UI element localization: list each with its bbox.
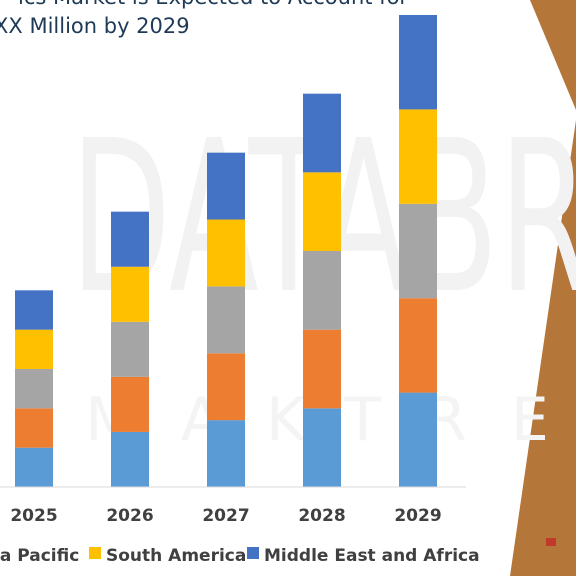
bar-2029-series-0 (399, 392, 437, 487)
legend-swatch-middle-east-africa (247, 547, 259, 559)
bar-2029-series-4 (399, 15, 437, 110)
bar-2025-series-2 (15, 369, 53, 409)
legend-swatch-south-america (89, 547, 101, 559)
bar-2028-series-4 (303, 93, 341, 173)
legend-label-middle-east-africa: Middle East and Africa (264, 546, 480, 566)
chart-title-line-1: ics Market is Expected to Account for (18, 0, 408, 9)
bar-2028-series-1 (303, 329, 341, 409)
bar-2026-series-4 (111, 211, 149, 267)
x-tick-label-2025: 2025 (10, 506, 57, 526)
legend: ia Pacific South America Middle East and… (0, 546, 480, 566)
decorative-brown-wedge-lower (510, 120, 576, 576)
decorative-marker (546, 538, 556, 546)
bar-2026-series-2 (111, 321, 149, 377)
bar-2028-series-3 (303, 172, 341, 251)
bar-2025-series-0 (15, 447, 53, 487)
bar-2025-series-4 (15, 290, 53, 330)
bar-2027-series-4 (207, 152, 245, 220)
bar-2029-series-2 (399, 203, 437, 299)
x-tick-label-2026: 2026 (106, 506, 153, 526)
legend-label-south-america: South America (106, 546, 246, 566)
bar-2028-series-2 (303, 251, 341, 330)
bar-2025-series-1 (15, 408, 53, 448)
bar-2027-series-3 (207, 219, 245, 287)
bar-stacks (15, 15, 437, 487)
bar-2029-series-1 (399, 298, 437, 393)
decorative-brown-wedge (530, 0, 576, 110)
legend-label-asia-pacific: ia Pacific (0, 546, 79, 566)
bar-2029-series-3 (399, 109, 437, 204)
x-tick-labels: 2025 2026 2027 2028 2029 (10, 506, 441, 526)
bar-2027-series-1 (207, 353, 245, 421)
x-tick-label-2028: 2028 (298, 506, 345, 526)
bar-2027-series-2 (207, 286, 245, 354)
bar-2026-series-0 (111, 431, 149, 487)
x-tick-label-2029: 2029 (394, 506, 441, 526)
bar-2026-series-1 (111, 376, 149, 432)
bar-2027-series-0 (207, 420, 245, 487)
chart-title-line-2: XX Million by 2029 (0, 14, 190, 38)
bar-2028-series-0 (303, 408, 341, 487)
bar-2025-series-3 (15, 329, 53, 369)
bar-2026-series-3 (111, 266, 149, 322)
x-tick-label-2027: 2027 (202, 506, 249, 526)
